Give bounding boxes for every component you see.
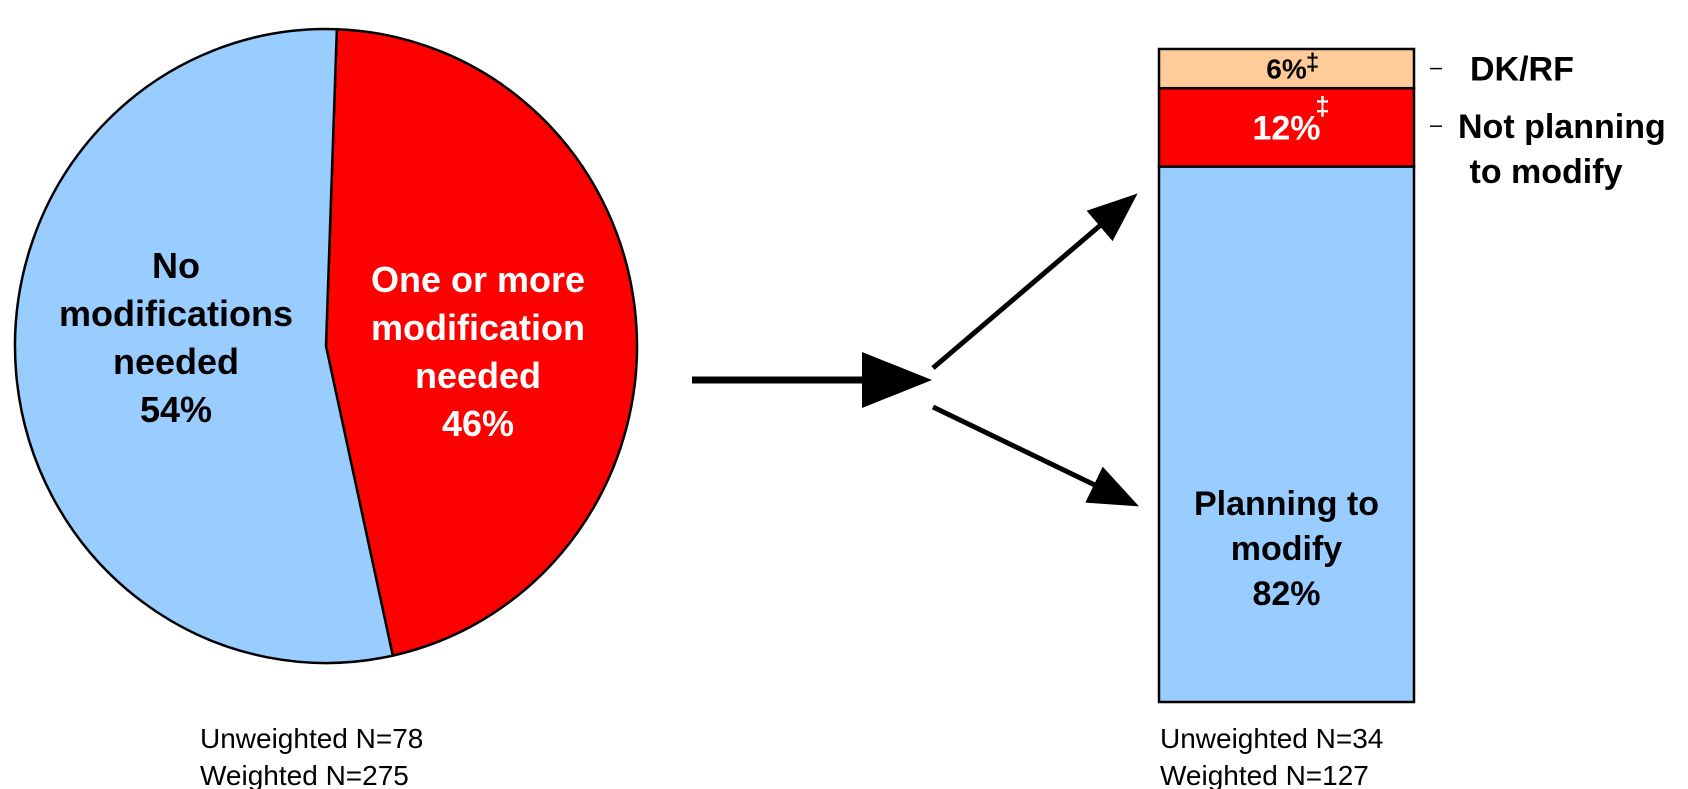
- pie-label-one-or-more-modification-needed-line-1: modification: [371, 307, 585, 348]
- bar-legend: Not planning to modify DK/RF: [1430, 51, 1666, 191]
- bar-sample-notes: Unweighted N=34 Weighted N=127: [1160, 723, 1383, 789]
- pie-chart: No modifications needed 54% One or more modif…: [13, 27, 639, 665]
- bar-note-0: Unweighted N=34: [1160, 723, 1383, 754]
- legend-label-not-planning-to-modify-line-0: Not planning: [1458, 108, 1666, 146]
- pie-slice-one-or-more-modification-needed: [324, 27, 639, 658]
- pie-sample-notes: Unweighted N=78 Weighted N=275: [200, 723, 423, 789]
- pie-note-0: Unweighted N=78: [200, 723, 423, 754]
- pie-note-1: Weighted N=275: [200, 760, 409, 789]
- bar-note-1: Weighted N=127: [1160, 760, 1369, 789]
- pie-slice-no-modifications-needed: [13, 27, 395, 665]
- pie-label-no-modifications-needed-line-3: 54%: [140, 389, 212, 430]
- pie-label-one-or-more-modification-needed-line-0: One or more: [371, 259, 585, 300]
- flow-arrows: [692, 193, 1140, 507]
- legend-label-not-planning-to-modify-line-1: to modify: [1470, 153, 1623, 191]
- bar-marker-dk-rf: ‡: [1306, 49, 1319, 76]
- pie-label-one-or-more-modification-needed-line-3: 46%: [442, 403, 514, 444]
- pie-label-no-modifications-needed-line-2: needed: [113, 341, 239, 382]
- bar-label-planning-to-modify-line-1: modify: [1231, 530, 1343, 568]
- bar-segment-dk-rf: [1157, 47, 1416, 90]
- pie-label-one-or-more-modification-needed-line-2: needed: [415, 355, 541, 396]
- bar-value-dk-rf: 6%: [1266, 54, 1307, 85]
- legend-label-dk-rf-line-0: DK/RF: [1470, 51, 1574, 89]
- bar-value-not-planning-to-modify: 12%: [1252, 110, 1320, 148]
- pie-label-no-modifications-needed-line-1: modifications: [59, 293, 293, 334]
- bar-marker-not-planning-to-modify: ‡: [1315, 91, 1329, 121]
- bar-label-planning-to-modify-line-2: 82%: [1252, 575, 1320, 613]
- arrow-down: [931, 404, 1140, 507]
- pie-label-no-modifications-needed-line-0: No: [152, 245, 200, 286]
- bar-label-planning-to-modify-line-0: Planning to: [1194, 485, 1379, 523]
- arrow-up: [931, 193, 1138, 370]
- bar-segment-planning-to-modify: [1157, 165, 1416, 704]
